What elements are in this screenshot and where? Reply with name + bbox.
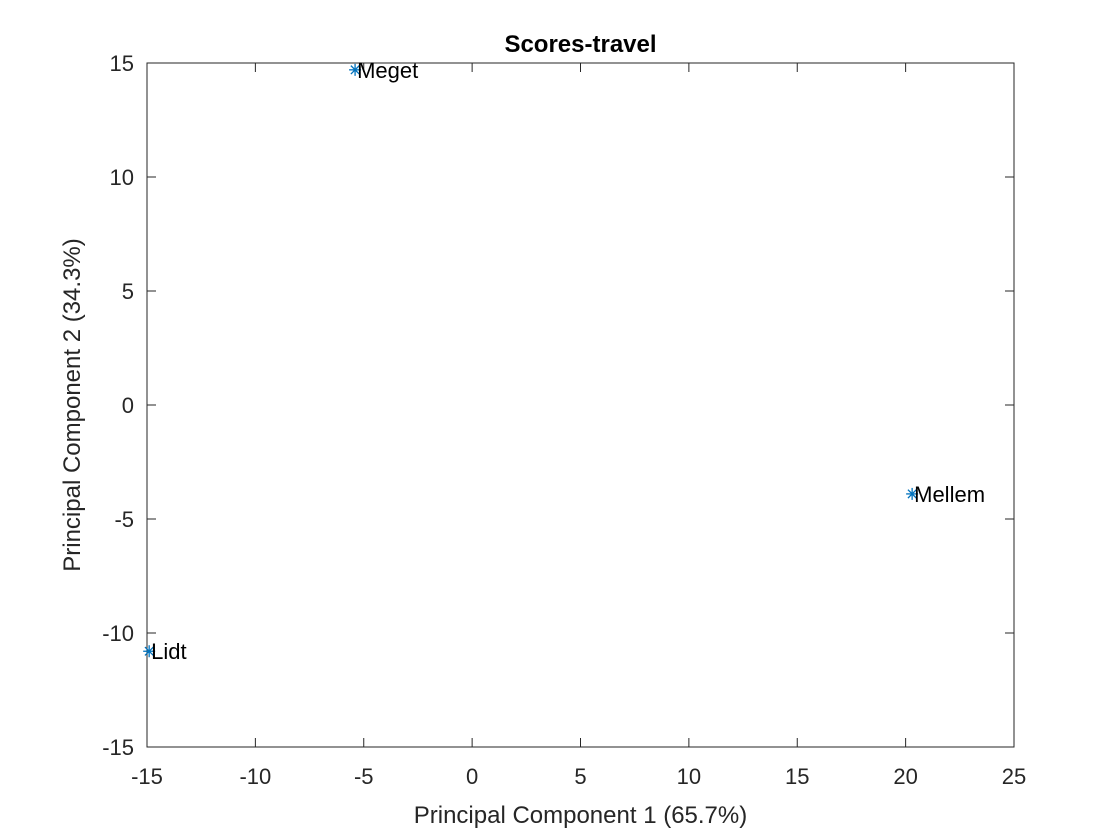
data-points: Meget Mellem Lidt [143,58,985,664]
y-tick-labels: -15 -10 -5 0 5 10 15 [102,51,134,760]
x-tick-label: 20 [893,764,917,789]
x-tick-label: -15 [131,764,163,789]
x-tick-label: -10 [239,764,271,789]
x-tick-label: 10 [677,764,701,789]
y-tick-label: 0 [122,393,134,418]
y-tick-label: 10 [110,165,134,190]
point-label: Mellem [914,482,985,507]
scatter-point [349,63,362,76]
y-tick-label: -15 [102,735,134,760]
chart-title: Scores-travel [504,31,656,58]
x-tick-label: -5 [354,764,374,789]
point-label: Meget [357,58,418,83]
x-tick-label: 15 [785,764,809,789]
point-label: Lidt [151,639,186,664]
y-axis-label: Principal Component 2 (34.3%) [59,238,86,572]
x-axis-label: Principal Component 1 (65.7%) [414,802,748,829]
x-tick-labels: -15 -10 -5 0 5 10 15 20 25 [131,764,1026,789]
scatter-point [906,487,919,500]
plot-area [146,62,1015,748]
scatter-point [143,645,156,658]
y-tick-label: -10 [102,621,134,646]
axis-ticks [146,62,1015,748]
x-tick-label: 0 [466,764,478,789]
y-tick-label: 15 [110,51,134,76]
y-tick-label: -5 [114,507,134,532]
x-tick-label: 25 [1002,764,1026,789]
x-tick-label: 5 [574,764,586,789]
y-tick-label: 5 [122,279,134,304]
